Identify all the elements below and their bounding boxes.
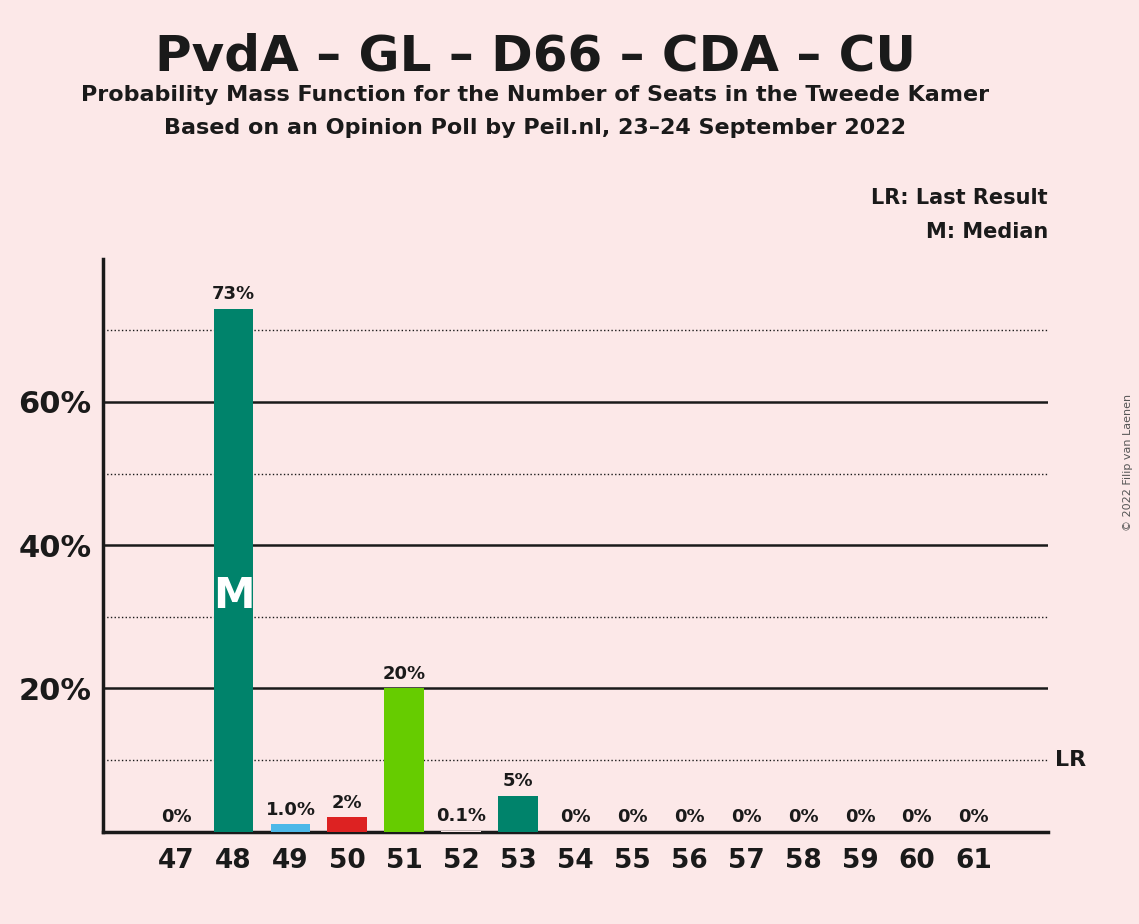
Text: 1.0%: 1.0% xyxy=(265,801,316,819)
Text: 0%: 0% xyxy=(845,808,875,826)
Text: 0%: 0% xyxy=(959,808,989,826)
Text: 0%: 0% xyxy=(788,808,818,826)
Text: PvdA – GL – D66 – CDA – CU: PvdA – GL – D66 – CDA – CU xyxy=(155,32,916,80)
Text: Based on an Opinion Poll by Peil.nl, 23–24 September 2022: Based on an Opinion Poll by Peil.nl, 23–… xyxy=(164,118,907,139)
Text: © 2022 Filip van Laenen: © 2022 Filip van Laenen xyxy=(1123,394,1133,530)
Text: 0%: 0% xyxy=(674,808,704,826)
Text: 0%: 0% xyxy=(617,808,647,826)
Text: 0%: 0% xyxy=(902,808,932,826)
Bar xyxy=(328,817,368,832)
Bar xyxy=(384,688,425,832)
Text: LR: Last Result: LR: Last Result xyxy=(871,188,1048,208)
Bar xyxy=(499,796,539,832)
Text: 20%: 20% xyxy=(383,664,426,683)
Text: 0%: 0% xyxy=(731,808,761,826)
Text: 2%: 2% xyxy=(333,794,362,811)
Text: LR: LR xyxy=(1055,750,1085,770)
Text: 0.1%: 0.1% xyxy=(436,808,486,825)
Bar xyxy=(270,824,310,832)
Text: 5%: 5% xyxy=(503,772,533,790)
Text: 0%: 0% xyxy=(162,808,191,826)
Text: 0%: 0% xyxy=(560,808,590,826)
Text: 73%: 73% xyxy=(212,286,255,303)
Text: M: M xyxy=(213,576,254,617)
Text: Probability Mass Function for the Number of Seats in the Tweede Kamer: Probability Mass Function for the Number… xyxy=(81,85,990,105)
Text: M: Median: M: Median xyxy=(926,222,1048,242)
Bar xyxy=(214,309,254,832)
